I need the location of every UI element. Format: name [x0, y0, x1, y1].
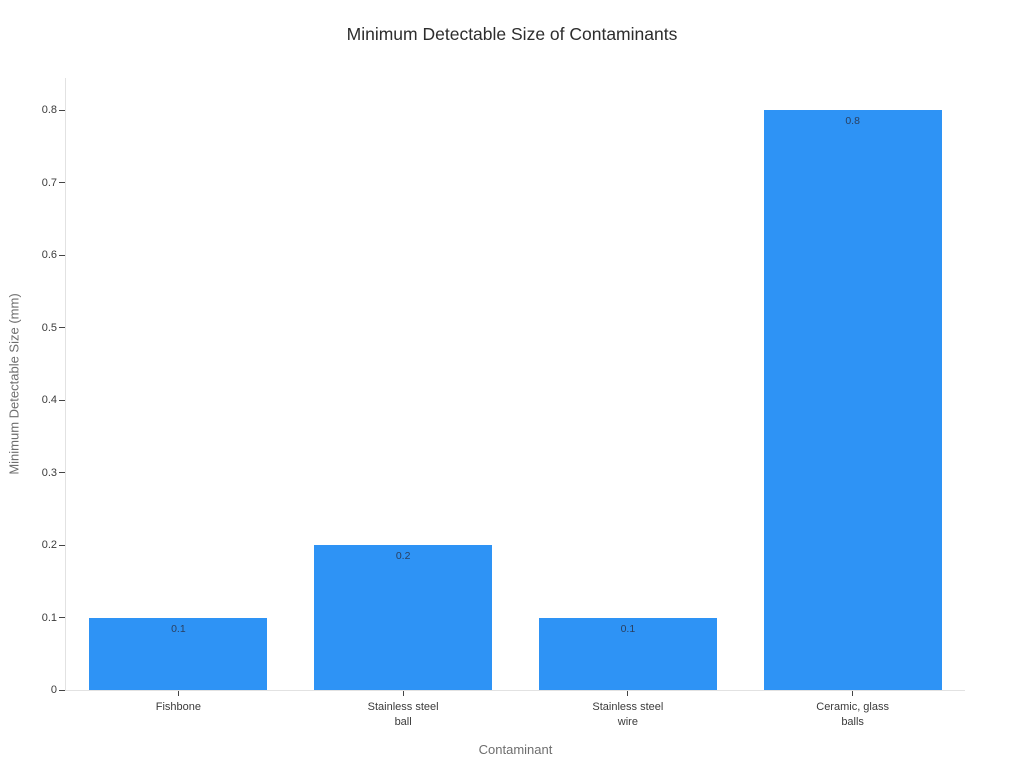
bar: [538, 617, 717, 690]
x-tick-mark: [852, 691, 854, 696]
x-tick-label: Fishbone: [155, 701, 201, 713]
y-tick-label: 0.1: [41, 611, 57, 624]
y-tick-mark: [59, 617, 65, 618]
y-tick-mark: [59, 182, 65, 183]
bar-value-label: 0.1: [171, 622, 186, 635]
bar: [89, 617, 268, 690]
y-tick-label: 0.5: [41, 321, 57, 334]
y-tick-mark: [59, 109, 65, 111]
y-tick-label: 0.2: [41, 539, 57, 551]
x-tick-label: Stainless steel wire: [592, 701, 664, 728]
x-tick-mark: [402, 691, 404, 696]
y-axis-line: [65, 78, 66, 690]
bar-value-label: 0.1: [620, 622, 636, 635]
bar: [314, 545, 493, 690]
bar-value-label: 0.2: [395, 550, 411, 562]
y-tick-mark: [59, 689, 65, 691]
y-axis-title: Minimum Detectable Size (mm): [6, 293, 22, 475]
x-axis-title: Contaminant: [478, 742, 553, 757]
bar-value-label: 0.8: [845, 115, 860, 127]
y-tick-label: 0: [50, 684, 57, 696]
x-tick-mark: [627, 691, 629, 696]
x-axis-line: [65, 690, 965, 691]
y-tick-mark: [59, 254, 65, 256]
y-tick-label: 0.8: [41, 104, 57, 116]
y-tick-label: 0.6: [41, 249, 57, 261]
x-tick-label: Stainless steel ball: [367, 701, 439, 728]
y-tick-label: 0.3: [41, 466, 57, 479]
y-tick-mark: [59, 327, 65, 328]
y-tick-mark: [59, 472, 65, 473]
chart-title: Minimum Detectable Size of Contaminants: [346, 24, 678, 44]
y-tick-mark: [59, 399, 65, 401]
y-tick-mark: [59, 544, 65, 546]
x-tick-mark: [177, 691, 179, 696]
bar: [763, 110, 942, 690]
y-tick-label: 0.4: [41, 394, 57, 406]
y-tick-label: 0.7: [41, 176, 57, 189]
x-tick-label: Ceramic, glass balls: [816, 701, 889, 728]
